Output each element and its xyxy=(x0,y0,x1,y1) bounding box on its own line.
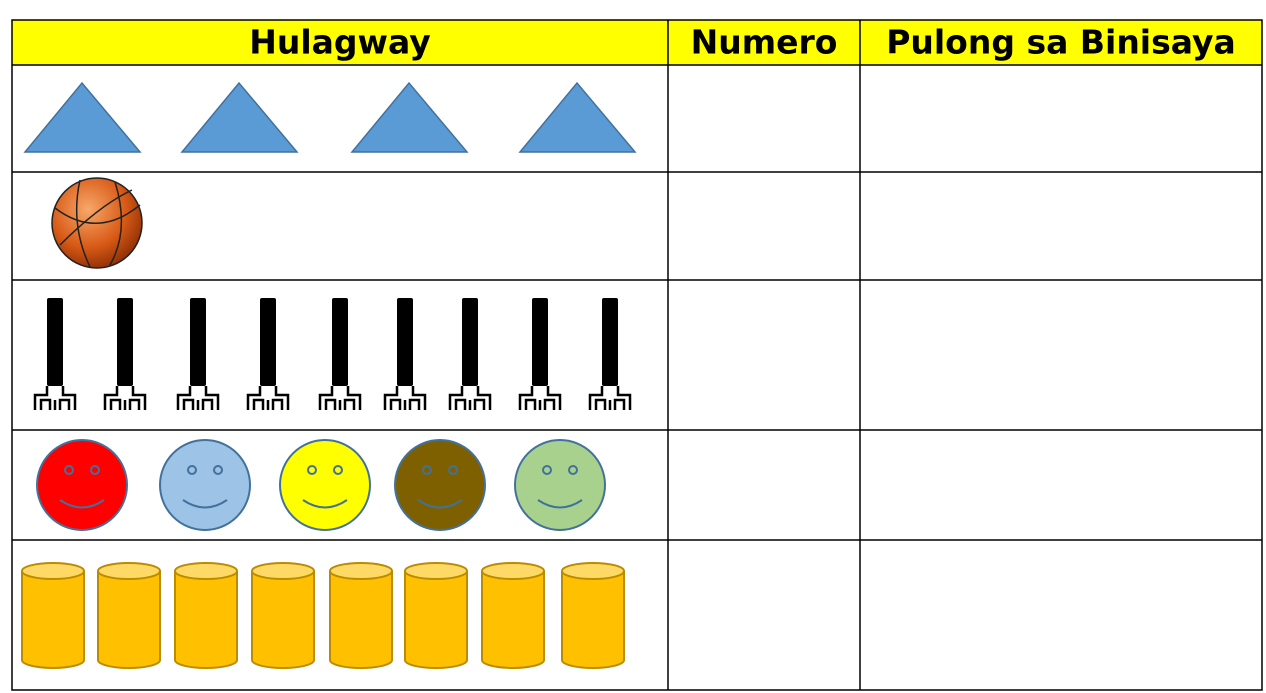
cylinder-top xyxy=(481,562,545,580)
smiley-eye xyxy=(333,465,343,475)
smiley xyxy=(514,439,606,531)
smiley-eye xyxy=(213,465,223,475)
smiley xyxy=(394,439,486,531)
cylinder-top xyxy=(329,562,393,580)
fork-head xyxy=(103,386,147,410)
fork-head xyxy=(318,386,362,410)
triangle xyxy=(23,81,142,153)
cylinder xyxy=(21,571,85,669)
smiley-mouth xyxy=(537,499,583,509)
header-cell: Pulong sa Binisaya xyxy=(886,23,1236,62)
cylinder-top xyxy=(561,562,625,580)
smiley xyxy=(159,439,251,531)
smiley-eye xyxy=(90,465,100,475)
cylinder xyxy=(97,571,161,669)
smiley-eye xyxy=(187,465,197,475)
icons xyxy=(21,81,637,669)
smiley-eye xyxy=(422,465,432,475)
fork-head xyxy=(176,386,220,410)
fork-handle xyxy=(190,298,206,386)
cylinder xyxy=(561,571,625,669)
fork-handle xyxy=(532,298,548,386)
cylinder-top xyxy=(174,562,238,580)
fork-handle xyxy=(117,298,133,386)
cylinder xyxy=(404,571,468,669)
fork-head xyxy=(246,386,290,410)
smiley-mouth xyxy=(59,499,105,509)
table-borders xyxy=(11,19,1263,691)
cylinder-top xyxy=(97,562,161,580)
cylinder-top xyxy=(251,562,315,580)
smiley-eye xyxy=(568,465,578,475)
fork-handle xyxy=(47,298,63,386)
fork-handle xyxy=(397,298,413,386)
triangle xyxy=(518,81,637,153)
fork-head xyxy=(383,386,427,410)
cylinder xyxy=(174,571,238,669)
cylinder-top xyxy=(21,562,85,580)
header-cell: Hulagway xyxy=(249,23,431,62)
basketball xyxy=(51,177,143,269)
smiley xyxy=(279,439,371,531)
cylinder xyxy=(251,571,315,669)
fork-head xyxy=(518,386,562,410)
header-row xyxy=(12,20,1262,65)
triangle xyxy=(180,81,299,153)
smiley-mouth xyxy=(182,499,228,509)
fork-head xyxy=(448,386,492,410)
smiley-mouth xyxy=(302,499,348,509)
cylinder xyxy=(481,571,545,669)
smiley-eye xyxy=(542,465,552,475)
fork-head xyxy=(33,386,77,410)
cylinder xyxy=(329,571,393,669)
fork-handle xyxy=(260,298,276,386)
triangle xyxy=(350,81,469,153)
header-cell: Numero xyxy=(691,23,838,62)
smiley-eye xyxy=(64,465,74,475)
smiley-eye xyxy=(448,465,458,475)
smiley-eye xyxy=(307,465,317,475)
smiley xyxy=(36,439,128,531)
fork-handle xyxy=(602,298,618,386)
fork-handle xyxy=(462,298,478,386)
fork-handle xyxy=(332,298,348,386)
cylinder-top xyxy=(404,562,468,580)
fork-head xyxy=(588,386,632,410)
smiley-mouth xyxy=(417,499,463,509)
